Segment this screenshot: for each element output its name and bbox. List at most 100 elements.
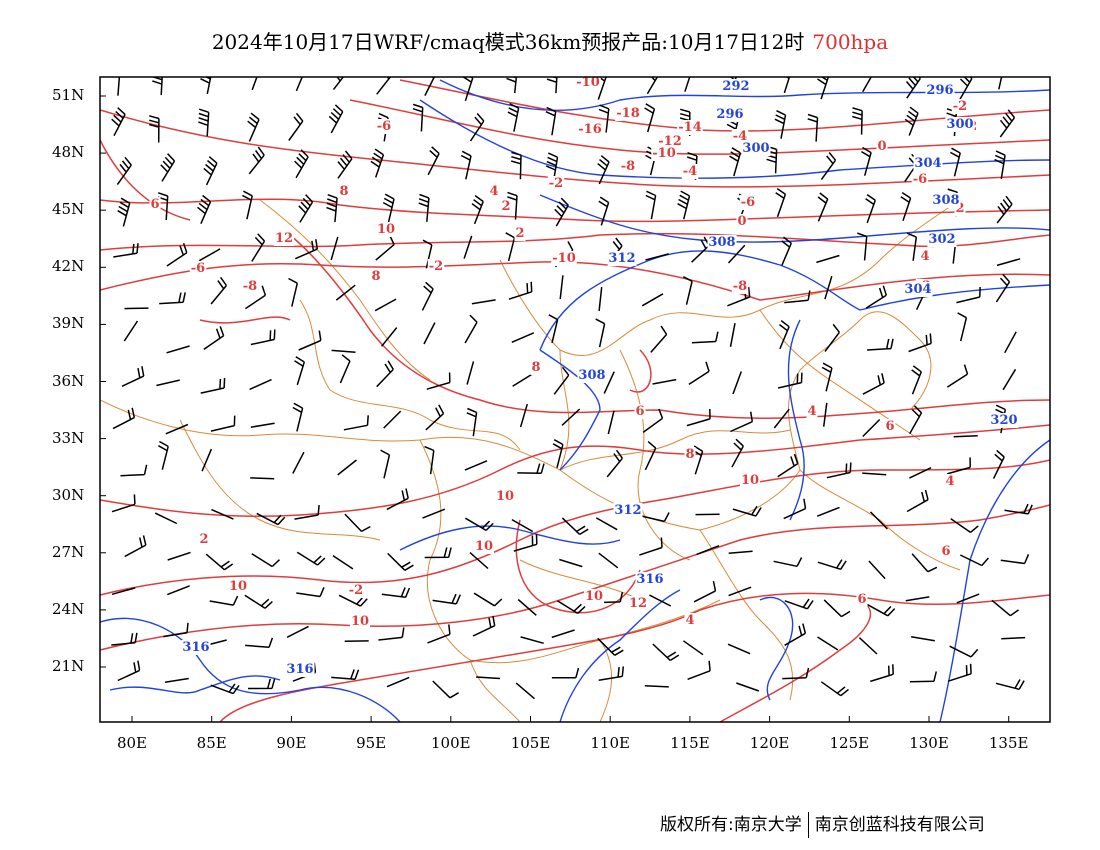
wind-barb (256, 512, 286, 526)
wind-barb (247, 112, 260, 142)
wind-barb (598, 666, 625, 682)
wind-barb (900, 191, 912, 222)
wind-barb (121, 366, 145, 387)
wind-barb (821, 362, 833, 392)
wind-barb (164, 677, 189, 683)
label-background (931, 193, 961, 208)
lon-tick-label: 100E (431, 734, 471, 752)
temperature-label: 10 (741, 473, 759, 488)
boundary-line (299, 299, 521, 451)
temperature-contour (100, 504, 1050, 651)
lon-tick-label: 105E (510, 734, 551, 752)
wind-barb (911, 365, 922, 395)
wind-barb (946, 364, 969, 388)
wind-barb (949, 645, 979, 658)
boundary-line (759, 309, 921, 441)
wind-barb (862, 77, 873, 93)
temperature-contour (289, 234, 1050, 420)
lat-tick-label: 33N (52, 428, 85, 447)
wind-barb (113, 243, 139, 258)
lat-tick-label: 24N (52, 599, 85, 618)
wind-barb (645, 190, 657, 220)
wind-barb (506, 77, 518, 94)
geopotential-label: 300 (946, 117, 973, 132)
wind-barbs (111, 77, 1033, 700)
temperature-label: -6 (377, 119, 391, 134)
wind-barb (510, 151, 522, 180)
wind-barb (595, 318, 606, 348)
wind-barb (205, 553, 234, 571)
label-background (806, 404, 818, 419)
wind-barb (160, 153, 176, 182)
credit-company: 南京创蓝科技有限公司 (814, 815, 985, 835)
temperature-label: 10 (475, 539, 493, 554)
wind-barb (422, 508, 446, 519)
wind-barb (375, 235, 395, 261)
map-title: 2024年10月17日WRF/cmaq模式36km预报产品:10月17日12时 7… (0, 26, 1100, 55)
temperature-label: -18 (616, 106, 640, 121)
wind-barb (344, 513, 371, 533)
label-background (731, 279, 749, 294)
geopotential-contour (100, 617, 401, 722)
temperature-label: 10 (496, 489, 514, 504)
geopotential-label: 304 (904, 282, 931, 297)
wind-barb (250, 329, 276, 346)
wind-barb (210, 415, 236, 432)
wind-barb (677, 190, 691, 220)
lat-tick-label: 42N (52, 257, 85, 276)
wind-barb (250, 422, 275, 428)
wind-barb (905, 596, 930, 602)
wind-barb (598, 196, 610, 226)
lon-tick-label: 130E (909, 734, 949, 752)
temperature-label: 8 (685, 447, 694, 462)
wind-barb (650, 325, 668, 353)
wind-barb (696, 545, 720, 556)
temperature-label: 8 (531, 360, 540, 375)
wind-barb (644, 684, 669, 688)
lat-tick-label: 30N (52, 485, 85, 504)
label-background (940, 544, 952, 559)
wind-barb (511, 332, 535, 343)
wind-barb (159, 292, 186, 305)
lat-tick-label: 48N (52, 143, 85, 162)
temperature-label: 6 (150, 197, 159, 212)
wind-barb (152, 77, 163, 96)
wind-barb (865, 285, 888, 309)
wind-barb (732, 505, 762, 517)
wind-barb (908, 333, 932, 353)
wind-barb (251, 233, 266, 262)
wind-barb (807, 113, 819, 142)
temperature-label: -2 (549, 176, 563, 191)
wind-barb (728, 586, 752, 597)
wind-barb (996, 195, 1013, 224)
lat-tick-label: 51N (52, 86, 85, 104)
wind-barb (476, 676, 501, 680)
wind-barb (652, 378, 677, 385)
label-background (473, 539, 495, 554)
wind-barb (251, 553, 281, 568)
label-background (715, 107, 745, 122)
label-background (273, 231, 295, 246)
label-background (707, 235, 737, 250)
boundary-line (499, 199, 961, 356)
temperature-label: -10 (552, 251, 576, 266)
lon-tick-label: 110E (590, 734, 630, 752)
wind-barb (693, 580, 717, 603)
label-background (876, 139, 888, 154)
wind-barb (251, 77, 258, 91)
temperature-contour (719, 599, 872, 722)
temperature-label: -6 (741, 195, 755, 210)
boundary-line (419, 439, 721, 664)
wind-barb (112, 407, 136, 430)
wind-barb (727, 244, 746, 264)
wind-barb (995, 273, 1011, 303)
wind-barb (731, 438, 744, 468)
label-background (241, 279, 259, 294)
geopotential-contour (759, 596, 794, 701)
wind-barb (167, 551, 191, 561)
label-background (739, 473, 761, 488)
label-background (488, 184, 500, 199)
wind-barb (471, 299, 496, 305)
wind-barb (245, 637, 274, 649)
geopotential-label: 308 (932, 193, 959, 208)
